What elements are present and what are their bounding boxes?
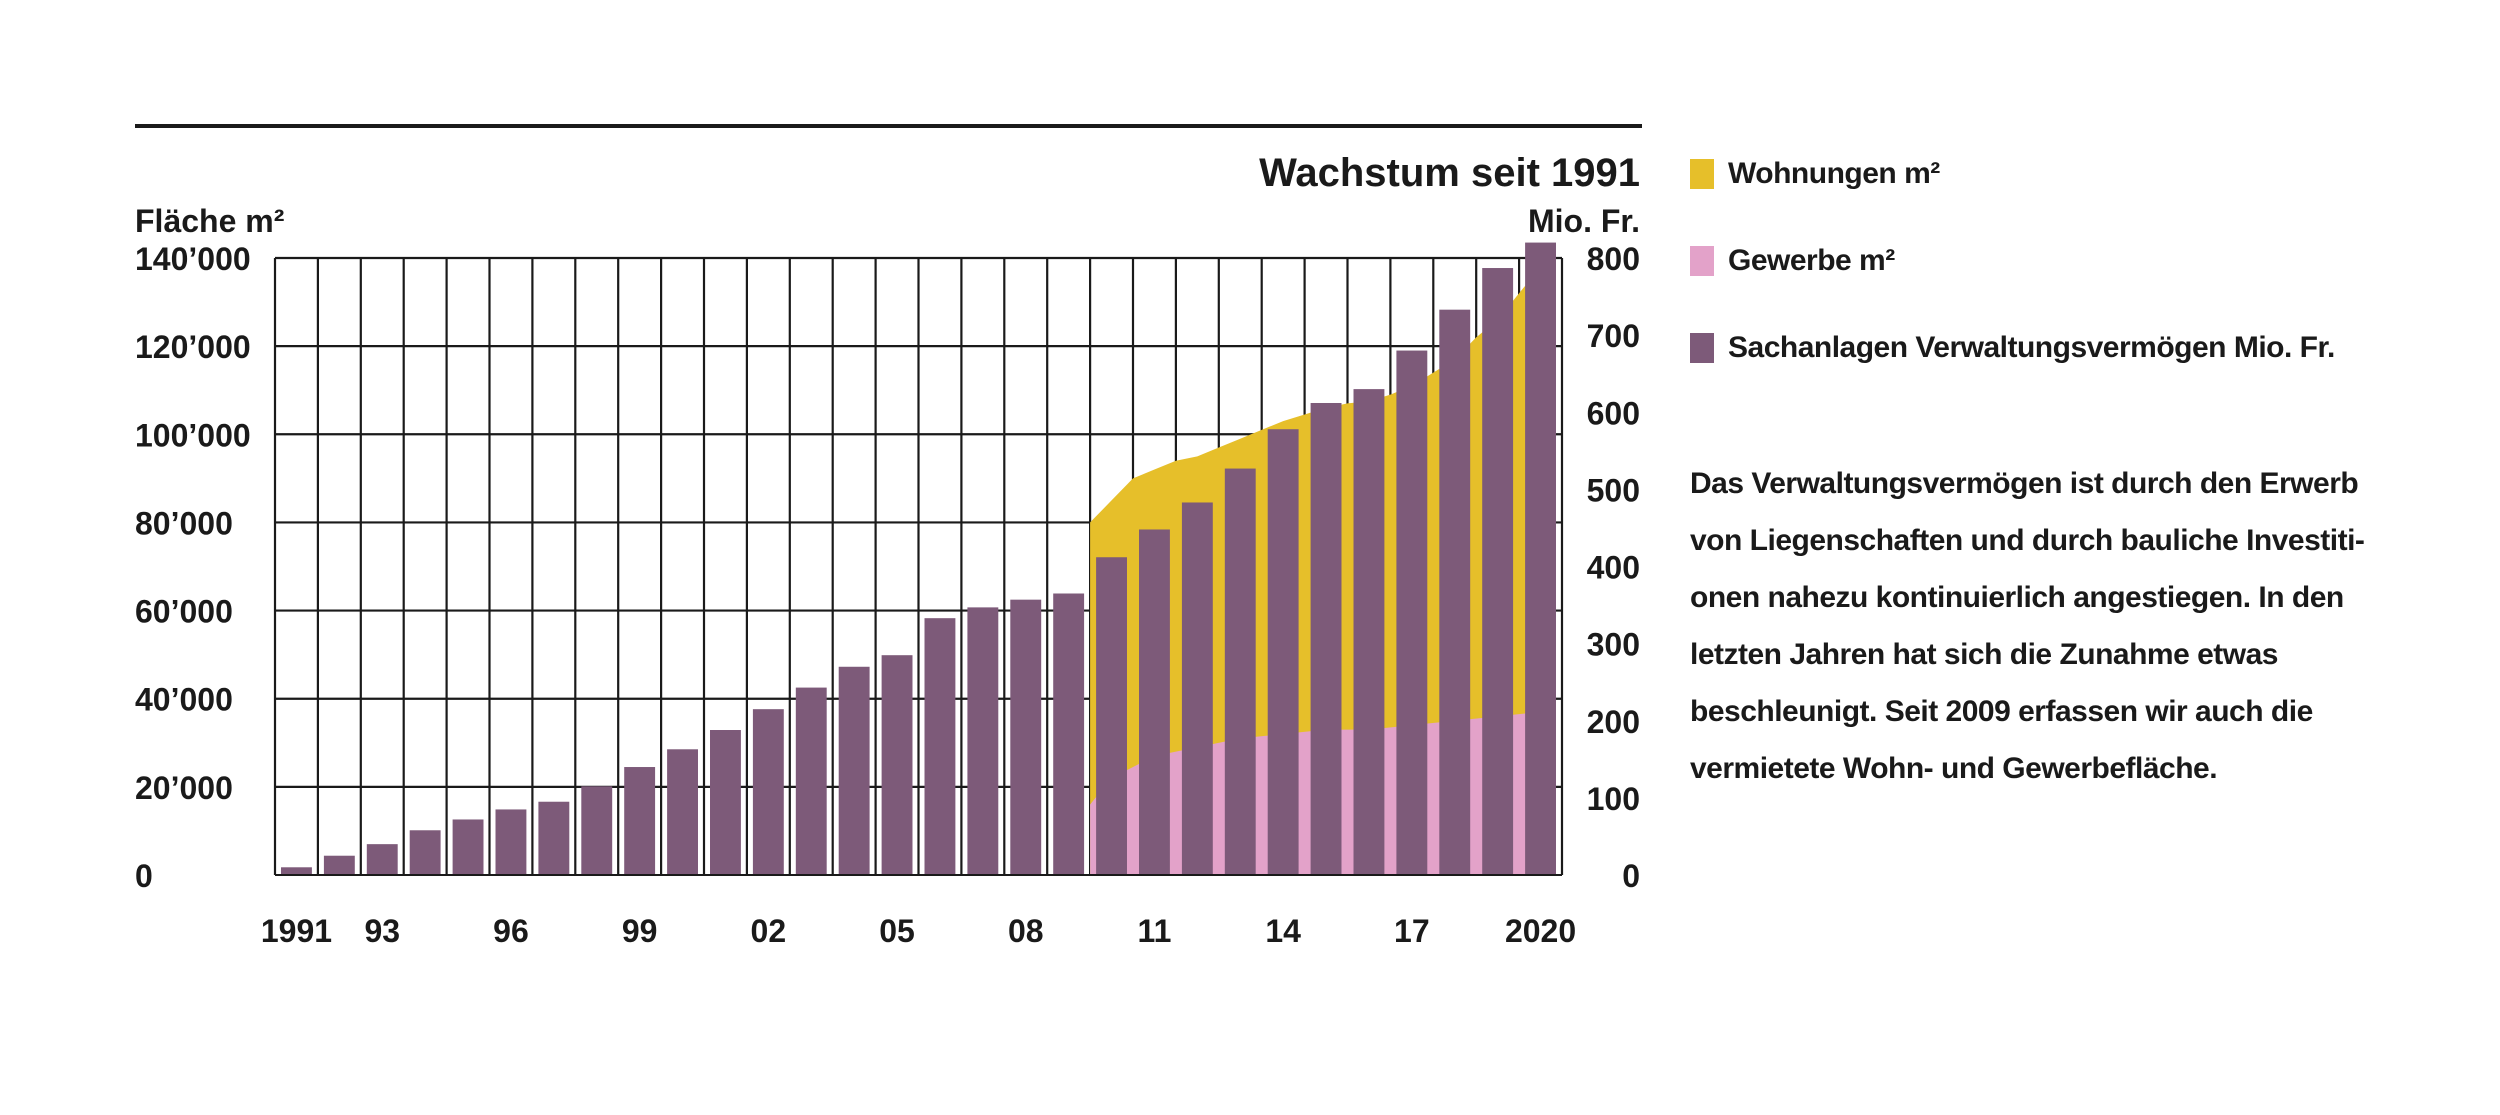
legend-label-sachanlagen: Sachanlagen Verwaltungsvermögen Mio. Fr.	[1728, 331, 2335, 364]
bar-2018	[1439, 309, 1471, 876]
y-right-tick-label: 500	[1587, 472, 1640, 508]
x-tick-label: 93	[364, 913, 400, 949]
y-right-tick-label: 700	[1587, 318, 1640, 354]
bar-2003	[795, 687, 827, 875]
bar-2006	[924, 618, 956, 875]
legend-swatch-gewerbe	[1690, 246, 1714, 276]
bar-2019	[1482, 268, 1514, 875]
y-right-tick-label: 200	[1587, 704, 1640, 740]
bar-2002	[752, 709, 784, 875]
bar-2001	[710, 730, 741, 875]
bar-2008	[1010, 599, 1042, 875]
y-left-tick-label: 40’000	[135, 682, 233, 718]
y-right-tick-label: 0	[1622, 858, 1640, 894]
y-right-tick-label: 300	[1587, 627, 1640, 663]
bar-2015	[1310, 402, 1342, 875]
y-right-tick-label: 400	[1587, 550, 1640, 586]
x-tick-label: 99	[622, 913, 658, 949]
bar-2010	[1096, 557, 1127, 875]
x-tick-label: 11	[1138, 913, 1172, 949]
legend-swatch-sachanlagen	[1690, 333, 1714, 363]
x-tick-label: 14	[1265, 913, 1301, 949]
y-left-tick-label: 60’000	[135, 594, 233, 630]
bar-series	[281, 242, 1556, 876]
y-axis-right-ticks: 0 100 200 300 400 500 600 700 800	[1587, 241, 1640, 894]
bar-1998	[581, 786, 613, 875]
y-left-tick-label: 120’000	[135, 329, 251, 365]
x-axis-ticks: 1991 93 96 99 02 05 08 11 14 17 2020	[261, 913, 1576, 949]
y-left-tick-label: 80’000	[135, 505, 233, 541]
bar-2012	[1181, 502, 1213, 875]
legend-item-gewerbe: Gewerbe m²	[1690, 235, 2470, 287]
bar-2013	[1224, 468, 1256, 875]
x-tick-label: 17	[1394, 913, 1430, 949]
bar-2020	[1525, 242, 1556, 875]
bar-2017	[1396, 350, 1428, 875]
y-axis-left-ticks: 0 20’000 40’000 60’000 80’000 100’000 120’000 1…	[135, 241, 251, 894]
bar-1995	[452, 819, 484, 875]
bar-2000	[667, 749, 698, 875]
y-right-tick-label: 100	[1587, 781, 1640, 817]
y-left-tick-label: 140’000	[135, 241, 251, 277]
legend-label-gewerbe: Gewerbe m²	[1728, 244, 1895, 277]
x-tick-label: 05	[879, 913, 915, 949]
bar-2011	[1139, 529, 1170, 875]
bar-1993	[366, 844, 398, 875]
x-tick-label: 96	[493, 913, 529, 949]
bar-2009	[1053, 593, 1085, 875]
legend-item-sachanlagen: Sachanlagen Verwaltungsvermögen Mio. Fr.	[1690, 322, 2470, 374]
bar-1994	[409, 830, 441, 875]
y-left-tick-label: 100’000	[135, 417, 251, 453]
legend-swatch-wohnungen	[1690, 159, 1714, 189]
legend: Wohnungen m² Gewerbe m² Sachanlagen Verw…	[1690, 148, 2470, 409]
bar-2005	[881, 655, 913, 875]
y-axis-right-label: Mio. Fr.	[1528, 203, 1640, 239]
y-right-tick-label: 800	[1587, 241, 1640, 277]
x-tick-label: 02	[751, 913, 787, 949]
bar-2004	[838, 666, 870, 875]
bar-1991	[281, 867, 312, 875]
plot-area	[273, 242, 1564, 876]
description-text: Das Verwaltungsvermögen ist durch den Er…	[1690, 467, 2365, 785]
y-axis-left-label: Fläche m²	[135, 203, 284, 239]
bar-2016	[1353, 389, 1385, 875]
y-right-tick-label: 600	[1587, 395, 1640, 431]
y-left-tick-label: 20’000	[135, 770, 233, 806]
x-tick-label: 2020	[1505, 913, 1576, 949]
bar-1996	[495, 809, 527, 875]
legend-item-wohnungen: Wohnungen m²	[1690, 148, 2470, 200]
bar-2007	[967, 607, 999, 875]
chart-title: Wachstum seit 1991	[1259, 151, 1640, 195]
legend-label-wohnungen: Wohnungen m²	[1728, 157, 1940, 190]
bar-2014	[1267, 429, 1299, 875]
bar-1997	[538, 801, 570, 875]
x-tick-label: 1991	[261, 913, 332, 949]
y-left-tick-label: 0	[135, 858, 153, 894]
bar-1992	[323, 855, 355, 875]
bar-1999	[624, 767, 656, 875]
x-tick-label: 08	[1008, 913, 1044, 949]
